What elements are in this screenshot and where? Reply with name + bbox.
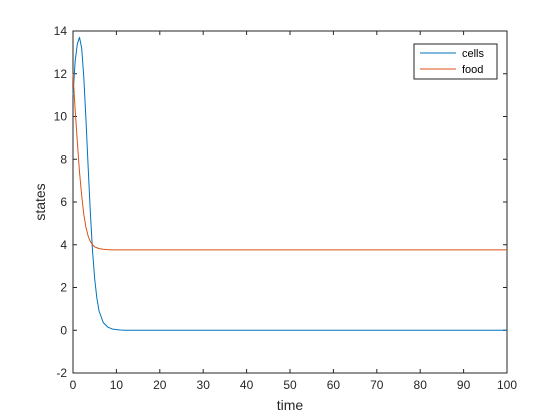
legend-label-cells: cells: [462, 48, 485, 60]
x-tick-label: 0: [70, 378, 77, 392]
x-tick-label: 60: [327, 378, 341, 392]
series-line-cells: [72, 36, 507, 331]
x-tick-label: 70: [370, 378, 384, 392]
legend-box: [413, 43, 498, 80]
x-tick-label: 50: [283, 378, 297, 392]
x-tick-label: 100: [497, 378, 517, 392]
y-tick-label: 0: [60, 323, 67, 337]
x-tick-label: 40: [240, 378, 254, 392]
series-line-food: [72, 73, 507, 251]
y-tick-label: 12: [54, 67, 68, 81]
y-tick-label: 6: [60, 195, 67, 209]
y-tick-label: 14: [54, 24, 68, 38]
x-axis-label: time: [277, 397, 304, 413]
y-tick-label: -2: [56, 366, 67, 380]
y-tick-label: 8: [60, 152, 67, 166]
x-tick-label: 10: [110, 378, 124, 392]
legend-label-food: food: [462, 64, 483, 76]
legend: cells food: [413, 43, 498, 80]
x-tick-label: 30: [197, 378, 211, 392]
series-layer: [72, 36, 507, 331]
y-tick-label: 10: [54, 110, 68, 124]
plot-area: [72, 30, 508, 374]
y-tick-label: 2: [60, 281, 67, 295]
y-axis-label: states: [32, 183, 48, 220]
x-tick-label: 80: [414, 378, 428, 392]
x-tick-label: 20: [153, 378, 167, 392]
x-tick-label: 90: [457, 378, 471, 392]
y-tick-label: 4: [60, 238, 67, 252]
